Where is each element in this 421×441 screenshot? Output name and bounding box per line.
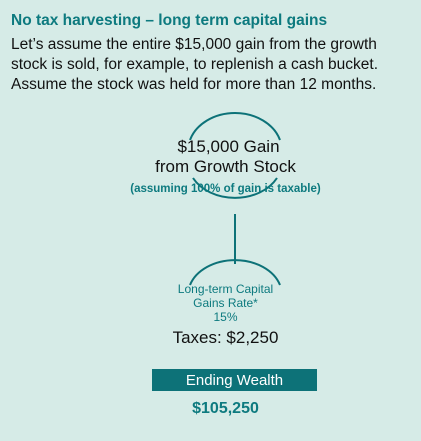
- taxes-amount: Taxes: $2,250: [172, 328, 279, 347]
- rate-value: 15%: [213, 310, 238, 324]
- intro-line: Let’s assume the entire $15,000 gain fro…: [11, 36, 377, 53]
- gain-amount: $15,000 Gain: [177, 137, 280, 156]
- diagram-title: No tax harvesting – long term capital ga…: [11, 12, 328, 29]
- ending-wealth-value: $105,250: [192, 400, 259, 417]
- gain-source: from Growth Stock: [155, 157, 296, 176]
- intro-line: Assume the stock was held for more than …: [11, 76, 377, 93]
- gain-top-arc: [189, 111, 281, 141]
- gain-note: (assuming 100% of gain is taxable): [130, 183, 321, 195]
- gain-bottom-arc: [192, 177, 278, 199]
- intro-line: stock is sold, for example, to replenish…: [11, 56, 379, 73]
- ending-wealth-label: Ending Wealth: [152, 369, 317, 391]
- rate-label-line1: Long-term Capital: [177, 282, 274, 296]
- rate-top-arc: [189, 259, 281, 286]
- rate-label-line2: Gains Rate*: [193, 296, 258, 310]
- intro-text: Let’s assume the entire $15,000 gain fro…: [11, 35, 416, 95]
